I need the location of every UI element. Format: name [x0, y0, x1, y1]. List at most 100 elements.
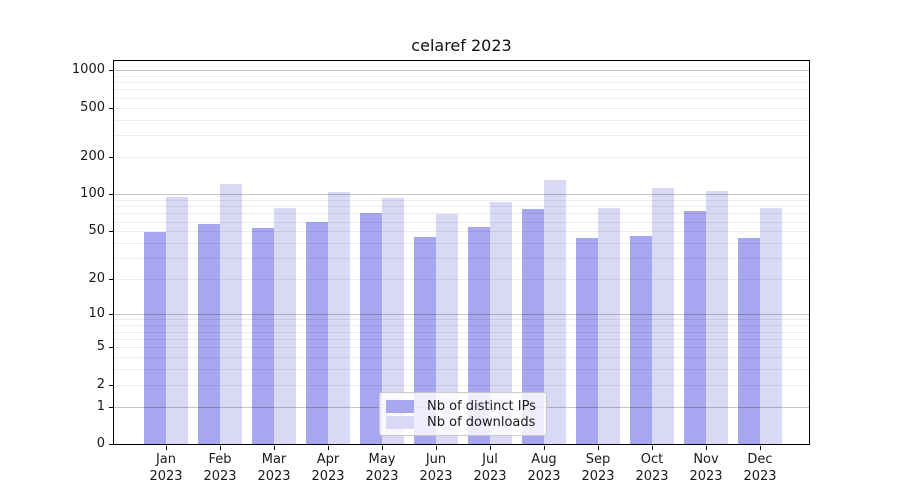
- bar-nb-of-downloads-may: [382, 197, 404, 444]
- y-tick-label-0: 0: [96, 436, 105, 451]
- gridline-minor: [114, 331, 809, 333]
- y-tick-mark-1000: [109, 70, 113, 72]
- x-tick-year-aug: 2023: [527, 469, 561, 484]
- bar-nb-of-distinct-ips-dec: [738, 238, 760, 444]
- x-tick-month-oct: Oct: [640, 452, 664, 467]
- y-tick-mark-0: [109, 444, 113, 445]
- bars-layer: [114, 61, 809, 444]
- x-tick-label-feb: Feb 2023: [192, 451, 248, 485]
- y-tick-mark-1: [109, 406, 113, 408]
- bar-nb-of-downloads-apr: [328, 192, 350, 444]
- x-tick-year-oct: 2023: [635, 469, 669, 484]
- plot-area: Nb of distinct IPs Nb of downloads: [113, 60, 810, 445]
- gridline-minor: [114, 347, 809, 348]
- bar-nb-of-distinct-ips-may: [360, 212, 382, 444]
- bar-nb-of-downloads-jan: [166, 197, 188, 444]
- bar-nb-of-downloads-oct: [652, 188, 674, 444]
- legend-item-downloads: Nb of downloads: [386, 415, 546, 430]
- x-tick-month-mar: Mar: [261, 452, 287, 467]
- y-tick-mark-10: [109, 314, 113, 316]
- gridline-minor: [114, 82, 809, 84]
- x-tick-year-dec: 2023: [743, 469, 777, 484]
- x-tick-month-feb: Feb: [208, 452, 232, 467]
- x-tick-year-mar: 2023: [257, 469, 291, 484]
- x-tick-mark-feb: [220, 446, 221, 450]
- bar-nb-of-distinct-ips-jul: [468, 227, 490, 444]
- x-tick-month-jul: Jul: [482, 452, 498, 467]
- gridline-minor: [114, 75, 809, 77]
- legend-item-distinct-ips: Nb of distinct IPs: [386, 399, 546, 414]
- bar-nb-of-distinct-ips-aug: [522, 208, 544, 444]
- y-tick-label-2: 2: [96, 376, 105, 392]
- y-tick-mark-100: [109, 194, 113, 196]
- y-tick-mark-20: [109, 279, 113, 281]
- x-tick-month-jan: Jan: [155, 452, 177, 467]
- gridline-minor: [114, 338, 809, 340]
- x-tick-label-aug: Aug 2023: [516, 451, 572, 485]
- bar-nb-of-downloads-mar: [274, 208, 296, 444]
- legend-swatch-downloads: [386, 415, 414, 429]
- gridline-minor: [114, 221, 809, 223]
- x-tick-label-jan: Jan 2023: [138, 451, 194, 485]
- legend-swatch-distinct-ips: [386, 399, 414, 413]
- y-tick-label-10: 10: [88, 306, 105, 322]
- gridline-minor: [114, 243, 809, 244]
- gridline-minor: [114, 97, 809, 99]
- x-tick-label-jun: Jun 2023: [408, 451, 464, 485]
- chart-title: celaref 2023: [411, 36, 512, 55]
- x-tick-month-nov: Nov: [693, 452, 719, 467]
- bar-nb-of-downloads-jul: [490, 202, 512, 444]
- gridline-minor: [114, 135, 809, 137]
- gridline-minor: [114, 231, 809, 233]
- x-tick-label-oct: Oct 2023: [624, 451, 680, 485]
- gridline-minor: [114, 356, 809, 358]
- x-tick-mark-jun: [436, 446, 437, 450]
- gridline-minor: [114, 213, 809, 215]
- x-tick-month-dec: Dec: [747, 452, 773, 467]
- x-tick-mark-nov: [706, 446, 707, 450]
- x-tick-year-jun: 2023: [419, 469, 453, 484]
- x-tick-mark-dec: [760, 446, 761, 450]
- y-tick-label-20: 20: [88, 271, 105, 287]
- bar-nb-of-downloads-nov: [706, 190, 728, 444]
- x-tick-mark-sep: [598, 446, 599, 450]
- gridline-minor: [114, 384, 809, 386]
- gridline-minor: [114, 89, 809, 91]
- legend-label-distinct-ips: Nb of distinct IPs: [427, 398, 536, 414]
- x-tick-year-jan: 2023: [149, 469, 183, 484]
- x-tick-month-aug: Aug: [531, 452, 557, 467]
- gridline-major: [114, 194, 809, 196]
- x-tick-mark-jan: [166, 446, 167, 450]
- y-tick-mark-2: [109, 384, 113, 386]
- y-tick-label-100: 100: [80, 186, 105, 202]
- bar-nb-of-distinct-ips-jan: [144, 232, 166, 444]
- y-tick-mark-200: [109, 157, 113, 158]
- bar-nb-of-downloads-jun: [436, 214, 458, 444]
- x-tick-mark-apr: [328, 446, 329, 450]
- y-tick-mark-5: [109, 347, 113, 348]
- gridline-minor: [114, 107, 809, 109]
- y-tick-label-5: 5: [96, 339, 105, 354]
- bar-nb-of-distinct-ips-feb: [198, 224, 220, 444]
- x-tick-mark-jul: [490, 446, 491, 450]
- gridline-major: [114, 314, 809, 316]
- x-tick-label-dec: Dec 2023: [732, 451, 788, 485]
- bar-nb-of-downloads-sep: [598, 207, 620, 444]
- y-tick-label-200: 200: [80, 149, 105, 164]
- x-tick-label-jul: Jul 2023: [462, 451, 518, 485]
- x-tick-mark-oct: [652, 446, 653, 450]
- bar-nb-of-downloads-dec: [760, 207, 782, 444]
- y-tick-label-50: 50: [88, 223, 105, 239]
- x-tick-mark-mar: [274, 446, 275, 450]
- y-tick-label-1000: 1000: [71, 62, 105, 78]
- y-tick-label-500: 500: [80, 99, 105, 115]
- gridline-minor: [114, 157, 809, 158]
- bar-nb-of-distinct-ips-apr: [306, 222, 328, 444]
- bar-nb-of-distinct-ips-oct: [630, 235, 652, 444]
- x-tick-year-apr: 2023: [311, 469, 345, 484]
- x-tick-label-nov: Nov 2023: [678, 451, 734, 485]
- x-tick-year-sep: 2023: [581, 469, 615, 484]
- x-tick-year-nov: 2023: [689, 469, 723, 484]
- y-tick-label-1: 1: [96, 398, 105, 414]
- x-tick-month-apr: Apr: [316, 452, 340, 467]
